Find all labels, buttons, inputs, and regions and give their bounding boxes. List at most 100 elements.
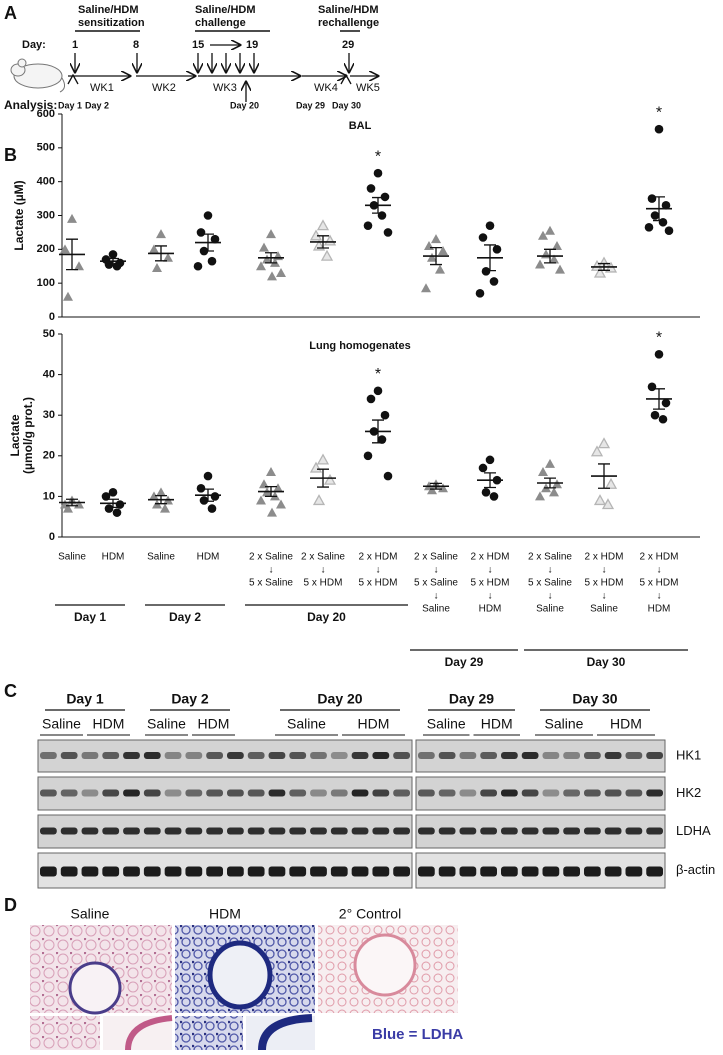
blot-band: [268, 752, 286, 759]
data-point: [427, 485, 437, 495]
blot-band: [459, 752, 477, 759]
significance-star: *: [375, 148, 381, 165]
data-point: [485, 221, 495, 230]
data-point: [478, 463, 488, 473]
blot-band: [60, 789, 78, 797]
blot-band: [310, 866, 327, 877]
x-tick-label: ↓: [657, 565, 662, 576]
x-tick-label: ↓: [321, 565, 326, 576]
error-bar: [430, 482, 442, 490]
blot-band: [438, 827, 456, 835]
data-point: [74, 261, 84, 271]
blot-band: [330, 752, 348, 759]
data-point: [489, 492, 499, 501]
blot-condition: HDM: [198, 716, 230, 732]
data-point: [149, 244, 159, 254]
blot-band: [123, 866, 140, 877]
blot-band: [351, 827, 369, 835]
week: WK4: [314, 82, 338, 94]
significance-star: *: [375, 366, 381, 383]
x-tick-label: ↓: [602, 591, 607, 602]
data-point: [104, 504, 114, 513]
x-tick-label: 5 x Saline: [528, 578, 572, 589]
blot-band: [185, 789, 203, 797]
blot-band: [81, 752, 99, 759]
data-point: [535, 491, 545, 501]
data-point: [267, 271, 277, 281]
blot-band: [206, 866, 223, 877]
x-tick-label: 2 x HDM: [471, 552, 510, 563]
blot-band: [372, 789, 390, 797]
data-point: [545, 225, 555, 235]
blot-strip: [415, 814, 666, 849]
blot-band: [60, 827, 78, 835]
blot-band: [459, 866, 477, 877]
phase: sensitization: [78, 17, 145, 29]
significance-star: *: [656, 330, 662, 347]
protein-label: HK1: [676, 747, 701, 762]
blot-band: [247, 866, 265, 877]
data-point: [320, 249, 334, 261]
blot-strip: [37, 852, 413, 889]
blot-band: [247, 789, 265, 797]
x-tick-label: Saline: [536, 604, 564, 615]
data-point: [210, 492, 220, 501]
protein-label: HK2: [676, 785, 701, 800]
data-point: [478, 233, 488, 242]
data-point: [590, 445, 604, 457]
error-bar: [107, 257, 119, 265]
data-point: [658, 414, 668, 424]
x-tick-label: ↓: [488, 591, 493, 602]
data-point: [316, 453, 330, 465]
blot-band: [143, 752, 161, 759]
blot-band: [40, 789, 57, 797]
phase: Saline/HDM: [195, 4, 256, 16]
data-point: [475, 289, 485, 298]
x-tick-label: ↓: [657, 591, 662, 602]
data-point: [438, 246, 448, 256]
data-point: [63, 291, 73, 301]
data-point: [438, 483, 448, 493]
data-point: [601, 498, 615, 510]
blot-condition: HDM: [358, 716, 390, 732]
blot-condition: Saline: [545, 716, 584, 732]
x-tick-label: Saline: [147, 552, 175, 563]
data-point: [259, 479, 269, 489]
x-tick-label: ↓: [434, 565, 439, 576]
data-point: [60, 244, 70, 254]
x-tick-label: 2 x HDM: [640, 552, 679, 563]
y-axis-label: Lactate (µM): [12, 180, 26, 250]
blot-condition: HDM: [610, 716, 642, 732]
analysis-day: Day 20: [230, 100, 259, 110]
y-tick-label: 400: [37, 176, 55, 188]
phase: challenge: [195, 17, 246, 29]
data-point: [210, 234, 220, 244]
data-point: [256, 495, 266, 505]
blot-band: [542, 866, 560, 877]
data-point: [266, 467, 276, 477]
blot-band: [143, 866, 161, 877]
blot-band: [227, 752, 244, 759]
error-bar: [653, 196, 665, 222]
blot-band: [206, 789, 223, 797]
blot-band: [625, 827, 643, 835]
blot-band: [143, 789, 161, 797]
blot-day: Day 29: [449, 691, 494, 707]
blot-day: Day 2: [171, 691, 209, 707]
data-point: [650, 410, 660, 420]
blot-band: [81, 866, 99, 877]
blot-band: [227, 789, 244, 797]
chart-title: BAL: [349, 120, 372, 132]
day: 8: [133, 39, 139, 51]
error-bar: [265, 252, 277, 264]
blot-band: [418, 789, 435, 797]
phase: Saline/HDM: [318, 4, 379, 16]
blot-band: [584, 866, 601, 877]
blot-band: [330, 789, 348, 797]
blot-band: [418, 827, 435, 835]
blot-band: [102, 752, 120, 759]
data-point: [492, 245, 502, 254]
airway: [207, 940, 273, 1010]
x-tick-label: 5 x Saline: [249, 578, 293, 589]
data-point: [273, 483, 283, 493]
